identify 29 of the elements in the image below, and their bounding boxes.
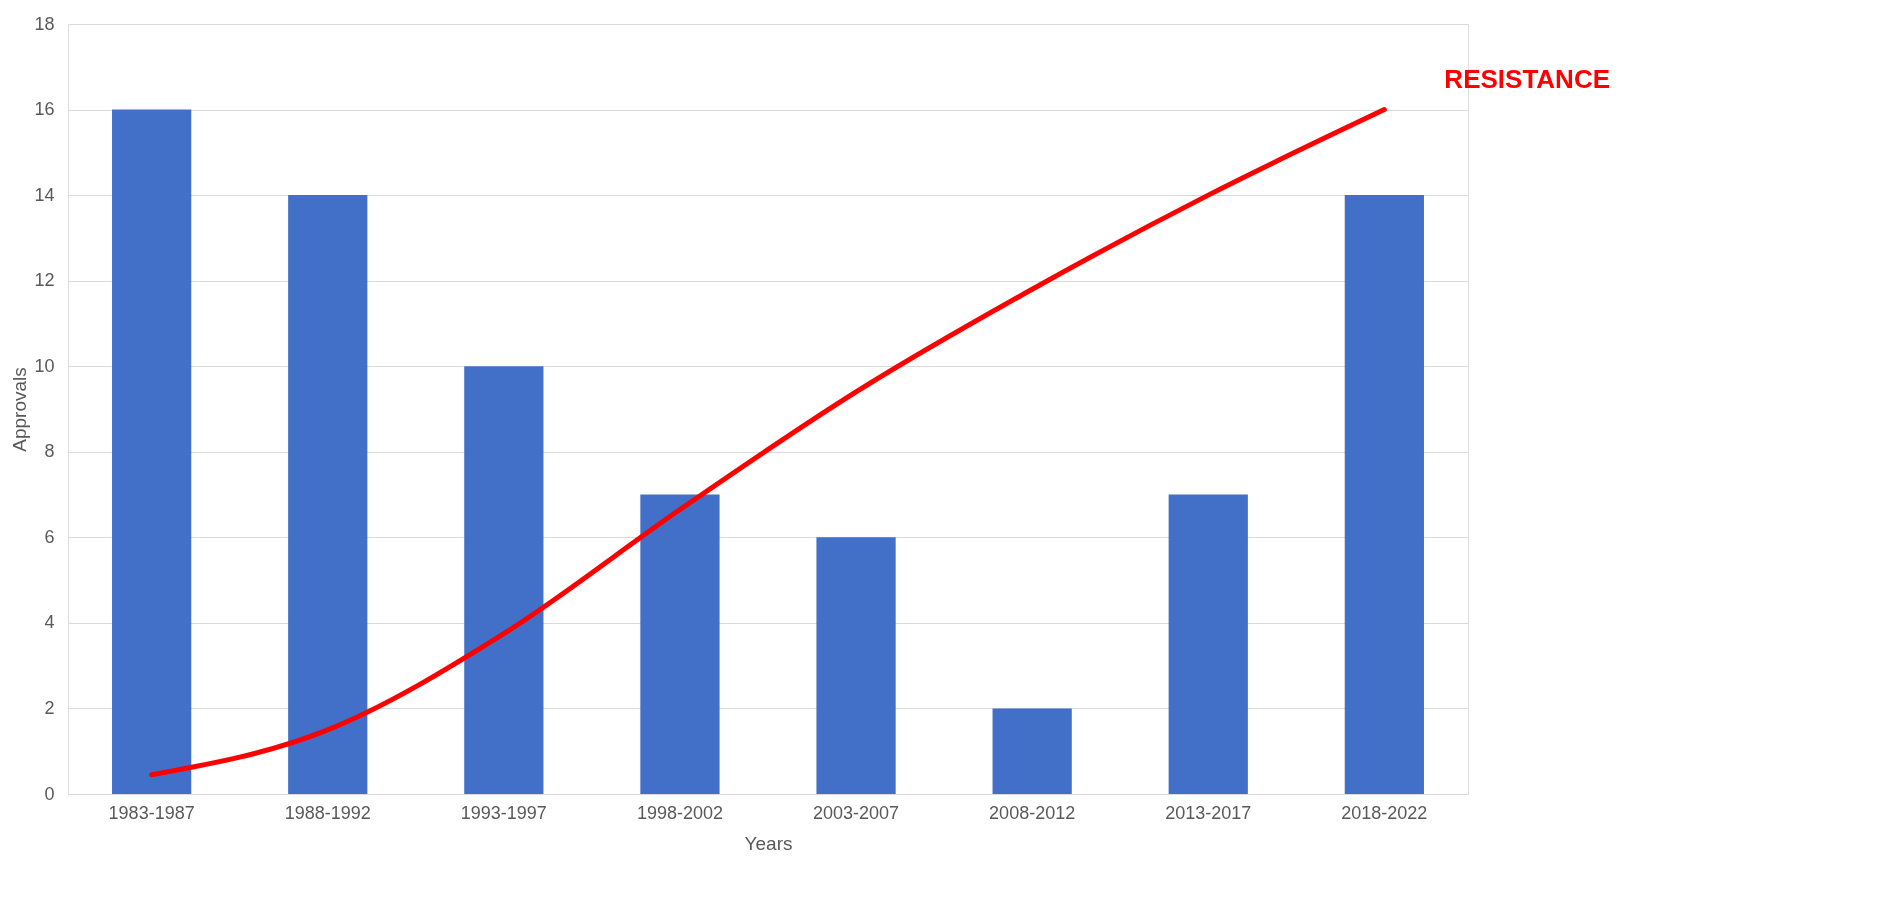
bar: [464, 366, 544, 794]
x-tick-label: 1983-1987: [108, 802, 195, 823]
y-axis-title: Approvals: [9, 367, 31, 452]
x-tick-label: 1993-1997: [460, 802, 547, 823]
bar: [992, 708, 1072, 794]
x-tick-label: 2018-2022: [1341, 802, 1428, 823]
y-tick-label: 16: [34, 99, 55, 120]
x-axis-title: Years: [744, 832, 793, 854]
x-tick-label: 2013-2017: [1165, 802, 1252, 823]
x-tick-label: 2008-2012: [989, 802, 1076, 823]
y-tick-label: 6: [44, 526, 55, 547]
bar: [640, 494, 720, 794]
x-tick-label: 2003-2007: [813, 802, 900, 823]
y-tick-label: 18: [34, 13, 55, 34]
y-tick-label: 4: [44, 612, 55, 633]
y-tick-label: 14: [34, 184, 55, 205]
y-tick-label: 12: [34, 270, 55, 291]
bar: [112, 109, 192, 794]
bar: [1168, 494, 1248, 794]
y-tick-label: 8: [44, 441, 55, 462]
x-tick-label: 1988-1992: [284, 802, 371, 823]
bar: [288, 195, 368, 794]
y-tick-label: 0: [44, 783, 55, 804]
text: RESISTANCE: [1444, 63, 1611, 94]
y-tick-label: 2: [44, 697, 55, 718]
bar: [816, 537, 896, 794]
bar: [1344, 195, 1424, 794]
x-tick-label: 1998-2002: [636, 802, 723, 823]
y-tick-label: 10: [34, 355, 55, 376]
